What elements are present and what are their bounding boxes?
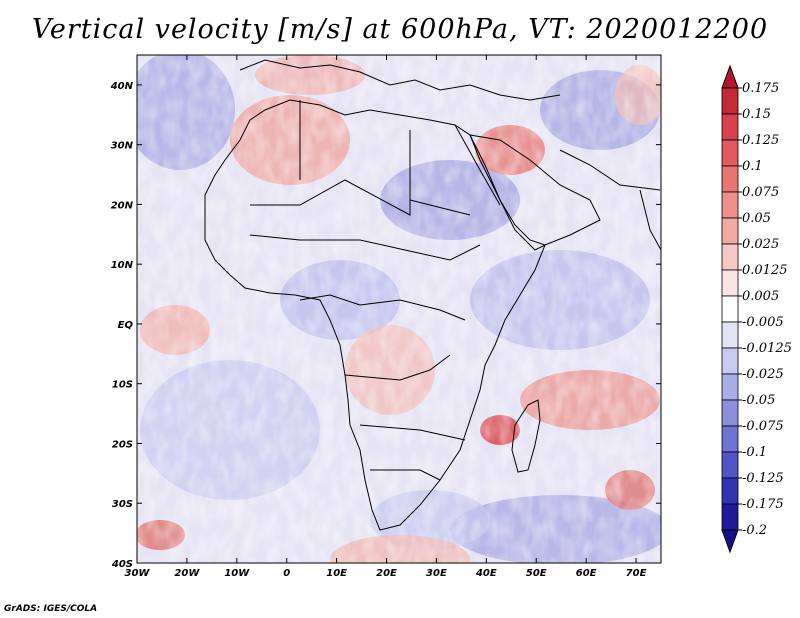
lat-label: EQ: [118, 320, 134, 331]
lon-label: 30W: [125, 568, 151, 579]
colorbar-label: 0.025: [742, 237, 779, 252]
colorbar-swatch: [721, 425, 739, 453]
footer-credit: GrADS: IGES/COLA: [4, 604, 98, 614]
colorbar-label: -0.005: [742, 315, 784, 330]
colorbar-label: 0.125: [742, 133, 779, 148]
colorbar-swatch: [721, 87, 739, 115]
colorbar-label: -0.2: [742, 523, 767, 538]
lon-label: 0: [283, 568, 290, 579]
colorbar-label: 0.075: [742, 185, 779, 200]
lon-axis: 30W 20W 10W 0 10E 20E 30E 40E 50E 60E 70E: [125, 55, 647, 579]
colorbar-swatch: [721, 477, 739, 505]
colorbar-label: -0.125: [742, 471, 784, 486]
colorbar-label: 0.0125: [742, 263, 788, 278]
lat-label: 30S: [112, 499, 133, 510]
lon-label: 60E: [576, 568, 597, 579]
colorbar-label: 0.05: [742, 211, 771, 226]
colorbar-swatch: [721, 243, 739, 271]
colorbar-swatch: [721, 295, 739, 323]
map-title: Vertical velocity [m/s] at 600hPa, VT: 2…: [31, 14, 769, 45]
colorbar-label: -0.075: [742, 419, 784, 434]
colorbar-swatch: [721, 191, 739, 219]
colorbar: 0.175 0.15 0.125 0.1 0.075 0.05 0.025 0.0125 0.0…: [721, 64, 792, 554]
coastlines: [204, 59, 661, 531]
colorbar-label: -0.175: [742, 497, 784, 512]
lon-label: 10E: [326, 568, 347, 579]
lat-label: 20S: [112, 439, 133, 450]
colorbar-swatch: [721, 399, 739, 427]
colorbar-label: 0.005: [742, 289, 779, 304]
colorbar-label: -0.0125: [742, 341, 792, 356]
lat-axis: 40N 30N 20N 10N EQ 10S 20S 30S 40S: [110, 81, 661, 570]
colorbar-swatch: [721, 321, 739, 349]
lon-label: 50E: [526, 568, 547, 579]
lat-label: 30N: [111, 141, 134, 152]
lat-label: 10S: [112, 380, 133, 391]
colorbar-label: -0.1: [742, 445, 767, 460]
plot-frame: [136, 54, 662, 564]
colorbar-swatch: [721, 451, 739, 479]
lat-label: 20N: [111, 200, 134, 211]
colorbar-label: 0.175: [742, 81, 779, 96]
lat-label: 10N: [111, 260, 134, 271]
colorbar-label: 0.15: [742, 107, 771, 122]
colorbar-swatch: [721, 165, 739, 193]
lon-label: 30E: [426, 568, 447, 579]
lat-label: 40N: [110, 81, 134, 92]
colorbar-swatch: [721, 113, 739, 141]
lat-label: 40S: [111, 559, 133, 570]
colorbar-top-arrow: [721, 64, 739, 89]
lon-label: 10W: [224, 568, 250, 579]
lon-label: 70E: [626, 568, 647, 579]
colorbar-label: -0.025: [742, 367, 784, 382]
lon-label: 40E: [475, 568, 497, 579]
lon-label: 20E: [376, 568, 397, 579]
colorbar-swatch: [721, 503, 739, 531]
lon-label: 20W: [174, 568, 200, 579]
colorbar-label: 0.1: [742, 159, 763, 174]
colorbar-swatch: [721, 373, 739, 401]
colorbar-swatch: [721, 269, 739, 297]
colorbar-swatch: [721, 217, 739, 245]
colorbar-bottom-arrow: [721, 529, 739, 554]
colorbar-swatch: [721, 139, 739, 167]
velocity-field: [137, 55, 661, 563]
colorbar-swatch: [721, 347, 739, 375]
colorbar-label: -0.05: [742, 393, 775, 408]
